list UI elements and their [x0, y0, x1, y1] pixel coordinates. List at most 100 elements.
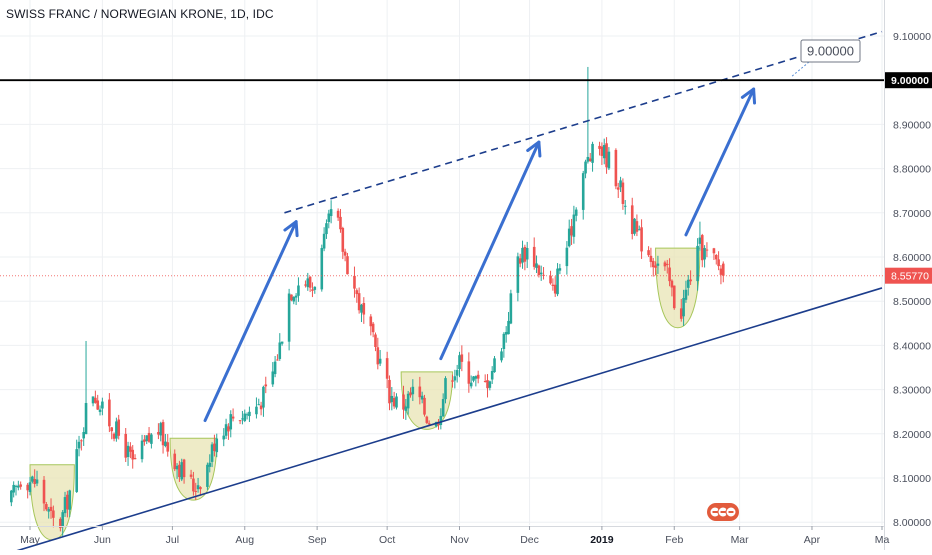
candle-down[interactable] — [372, 322, 375, 337]
candle-down[interactable] — [393, 392, 396, 409]
candle-up[interactable] — [638, 226, 641, 231]
candle-up[interactable] — [472, 376, 475, 382]
candle-up[interactable] — [582, 171, 585, 220]
candle-down[interactable] — [96, 395, 99, 410]
candle-up[interactable] — [603, 139, 606, 165]
candle-up[interactable] — [257, 399, 260, 406]
candle-up[interactable] — [584, 160, 587, 178]
candle-down[interactable] — [113, 432, 116, 441]
candle-up[interactable] — [78, 436, 81, 456]
candle-down[interactable] — [232, 408, 235, 421]
candle-down[interactable] — [706, 242, 709, 257]
candle-up[interactable] — [255, 397, 258, 418]
candle-up[interactable] — [225, 419, 228, 439]
candle-up[interactable] — [493, 356, 496, 373]
candle-down[interactable] — [589, 153, 592, 162]
candle-down[interactable] — [468, 352, 471, 392]
candle-down[interactable] — [386, 352, 389, 388]
candle-up[interactable] — [608, 147, 611, 170]
candle-down[interactable] — [484, 374, 487, 382]
candle-up[interactable] — [278, 333, 281, 361]
candle-up[interactable] — [323, 227, 326, 251]
candle-down[interactable] — [622, 178, 625, 209]
candle-up[interactable] — [82, 427, 85, 446]
candle-down[interactable] — [477, 371, 480, 384]
candle-up[interactable] — [288, 289, 291, 350]
candle-down[interactable] — [542, 267, 545, 280]
candle-down[interactable] — [276, 354, 279, 360]
candle-up[interactable] — [526, 242, 529, 268]
candle-up[interactable] — [521, 241, 524, 269]
candle-up[interactable] — [619, 177, 622, 192]
candle-up[interactable] — [10, 490, 13, 506]
candle-down[interactable] — [374, 333, 377, 352]
candle-up[interactable] — [17, 481, 20, 491]
candle-down[interactable] — [598, 142, 601, 156]
candle-down[interactable] — [426, 416, 429, 424]
candle-down[interactable] — [344, 249, 347, 261]
candle-down[interactable] — [673, 285, 676, 309]
candle-up[interactable] — [241, 411, 244, 424]
candle-up[interactable] — [517, 253, 520, 302]
candle-up[interactable] — [330, 200, 333, 223]
candle-up[interactable] — [145, 435, 148, 444]
candle-up[interactable] — [510, 290, 513, 324]
support-trendline[interactable] — [9, 288, 882, 550]
candle-up[interactable] — [12, 481, 15, 497]
candle-down[interactable] — [117, 415, 120, 440]
candle-up[interactable] — [591, 142, 594, 172]
candle-down[interactable] — [549, 271, 552, 285]
candle-up[interactable] — [246, 412, 249, 419]
candle-up[interactable] — [454, 370, 457, 389]
candle-up[interactable] — [489, 381, 492, 391]
candle-down[interactable] — [131, 445, 134, 469]
candle-up[interactable] — [274, 356, 277, 377]
candle-down[interactable] — [720, 265, 723, 284]
candle-up[interactable] — [99, 405, 102, 415]
candle-down[interactable] — [264, 377, 267, 393]
candle-down[interactable] — [636, 214, 639, 236]
candle-down[interactable] — [601, 142, 604, 165]
last-price-label[interactable]: 8.55770 — [885, 268, 932, 284]
candle-down[interactable] — [80, 439, 83, 450]
candle-down[interactable] — [309, 276, 312, 292]
candle-up[interactable] — [507, 312, 510, 334]
candle-up[interactable] — [500, 348, 503, 362]
candle-down[interactable] — [652, 258, 655, 277]
candle-up[interactable] — [313, 286, 316, 294]
candle-up[interactable] — [568, 220, 571, 248]
price-axis[interactable]: 9.100009.000008.900008.800008.700008.600… — [885, 0, 932, 550]
candle-down[interactable] — [370, 314, 373, 335]
candle-up[interactable] — [141, 435, 144, 463]
candle-up[interactable] — [360, 304, 363, 322]
candle-down[interactable] — [129, 442, 132, 458]
candle-up[interactable] — [503, 332, 506, 358]
candle-up[interactable] — [222, 428, 225, 446]
target-callout[interactable]: 9.00000 — [791, 40, 860, 77]
candle-down[interactable] — [124, 428, 127, 462]
candle-up[interactable] — [395, 393, 398, 409]
candle-down[interactable] — [722, 261, 725, 282]
candle-down[interactable] — [134, 454, 137, 459]
candle-down[interactable] — [260, 402, 263, 415]
candle-up[interactable] — [271, 362, 274, 387]
candle-down[interactable] — [650, 248, 653, 268]
candle-down[interactable] — [388, 375, 391, 410]
candle-up[interactable] — [575, 207, 578, 221]
candle-down[interactable] — [519, 254, 522, 267]
candle-up[interactable] — [229, 410, 232, 437]
candle-down[interactable] — [239, 420, 242, 424]
candle-down[interactable] — [311, 282, 314, 297]
candle-down[interactable] — [356, 288, 359, 302]
candle-up[interactable] — [633, 218, 636, 236]
candle-up[interactable] — [243, 410, 246, 423]
candle-up[interactable] — [164, 434, 167, 447]
candle-up[interactable] — [458, 352, 461, 377]
resistance-price-label[interactable]: 9.00000 — [885, 72, 932, 88]
candle-down[interactable] — [227, 423, 230, 440]
candle-up[interactable] — [475, 375, 478, 386]
candle-down[interactable] — [461, 345, 464, 371]
candle-down[interactable] — [110, 427, 113, 439]
